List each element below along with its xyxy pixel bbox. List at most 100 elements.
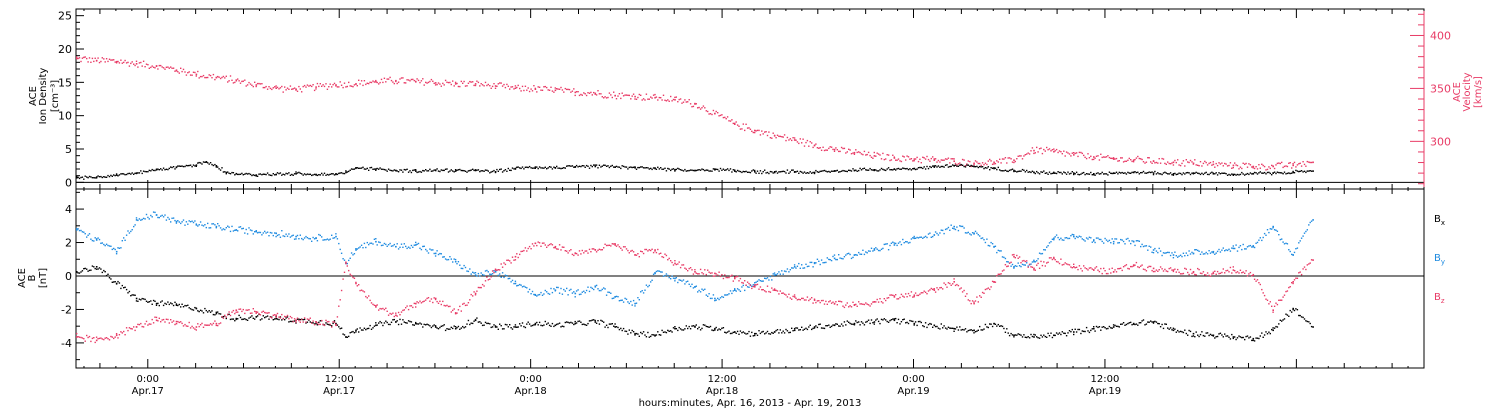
bx-series-point	[839, 325, 841, 327]
by-series-point	[755, 281, 757, 283]
bz-series-point	[1255, 280, 1257, 282]
density-series-point	[463, 170, 465, 172]
bx-series-point	[742, 331, 744, 333]
bz-series-point	[664, 253, 666, 255]
bx-series-point	[550, 325, 552, 327]
by-series-point	[808, 265, 810, 267]
by-series-point	[500, 276, 502, 278]
density-series-point	[1202, 173, 1205, 176]
bx-series-point	[657, 331, 659, 333]
velocity-series-point	[946, 158, 948, 160]
density-series-point	[899, 168, 901, 170]
velocity-series-point	[835, 147, 837, 149]
density-series-point	[301, 173, 303, 175]
velocity-series-point	[426, 82, 428, 84]
velocity-series-point	[558, 88, 561, 90]
bx-series-point	[802, 329, 804, 331]
by-series-point	[1048, 242, 1051, 244]
by-series-point	[175, 222, 178, 224]
by-series-point	[214, 224, 216, 226]
velocity-series-point	[259, 83, 262, 85]
by-series-point	[472, 271, 474, 273]
velocity-series-point	[296, 90, 299, 92]
series-layer	[76, 56, 1314, 344]
velocity-series-point	[1060, 151, 1062, 153]
density-series-point	[417, 171, 420, 173]
bz-series-point	[620, 247, 622, 249]
density-series-point	[433, 169, 435, 171]
bx-series-point	[352, 330, 354, 333]
by-series-data-point	[594, 286, 597, 288]
bx-series-point	[1178, 331, 1180, 333]
bx-series-point	[1054, 334, 1056, 337]
bz-series-point	[855, 303, 857, 306]
by-series-point	[1034, 261, 1036, 263]
velocity-series-point	[440, 85, 442, 87]
by-series-point	[339, 248, 341, 251]
velocity-series-point	[650, 96, 652, 98]
bx-series-point	[1060, 333, 1062, 336]
bx-series-point	[402, 319, 404, 321]
density-series-point	[959, 164, 961, 166]
density-series-point	[611, 164, 613, 167]
density-series-point	[1108, 171, 1111, 173]
bx-series-point	[584, 324, 586, 326]
density-series-point	[624, 166, 626, 168]
by-series-data-point	[494, 271, 497, 273]
density-series-point	[1144, 172, 1146, 174]
density-series-point	[1011, 168, 1014, 170]
velocity-series-point	[969, 160, 971, 163]
velocity-series-point	[699, 108, 702, 110]
velocity-series-point	[359, 83, 361, 85]
density-series-data-point	[205, 161, 208, 163]
bx-series-point	[1248, 337, 1250, 339]
velocity-series-point	[369, 81, 371, 83]
bx-series-point	[1018, 333, 1021, 336]
bz-series-point	[1036, 264, 1038, 266]
by-series-point	[802, 267, 804, 269]
velocity-series-point	[1047, 149, 1049, 151]
bx-series-point	[1174, 328, 1176, 330]
density-series-point	[1073, 173, 1075, 176]
velocity-series-point	[262, 86, 264, 89]
velocity-series-point	[168, 67, 170, 69]
by-series-point	[272, 234, 274, 237]
bz-series-point	[98, 337, 101, 340]
bx-series-point	[1161, 323, 1163, 326]
density-series-point	[1191, 172, 1193, 174]
velocity-series-point	[1212, 161, 1214, 163]
bx-series-point	[353, 332, 356, 334]
by-series-point	[255, 230, 257, 232]
density-series-point	[1208, 173, 1210, 176]
by-series-point	[822, 262, 824, 264]
density-series-point	[594, 164, 596, 166]
density-series-point	[1135, 171, 1138, 174]
by-series-point	[217, 223, 219, 225]
velocity-series-point	[591, 94, 593, 96]
bz-series-point	[321, 319, 323, 322]
by-series-point	[870, 247, 873, 249]
velocity-series-data-point	[1192, 162, 1195, 165]
velocity-series-point	[718, 115, 720, 117]
bx-series-point	[1229, 338, 1232, 340]
bx-series-point	[375, 322, 377, 324]
velocity-series-point	[711, 113, 713, 116]
bz-series-point	[311, 322, 313, 324]
velocity-series-point	[1101, 156, 1103, 159]
velocity-series-point	[80, 60, 82, 63]
velocity-series-point	[110, 59, 112, 61]
density-series-point	[362, 166, 364, 168]
density-series-point	[858, 169, 860, 172]
density-series-point	[291, 173, 293, 176]
density-series-point	[1008, 169, 1011, 172]
bx-series-point	[452, 327, 454, 330]
by-series-point	[1208, 250, 1210, 252]
density-series-point	[400, 169, 403, 171]
bx-series-point	[621, 329, 623, 332]
density-series-point	[1075, 171, 1078, 173]
bx-series-point	[286, 316, 289, 318]
by-series-point	[850, 257, 853, 260]
velocity-series-point	[1023, 155, 1025, 157]
by-series-point	[107, 244, 109, 247]
bx-series-point	[758, 330, 760, 332]
